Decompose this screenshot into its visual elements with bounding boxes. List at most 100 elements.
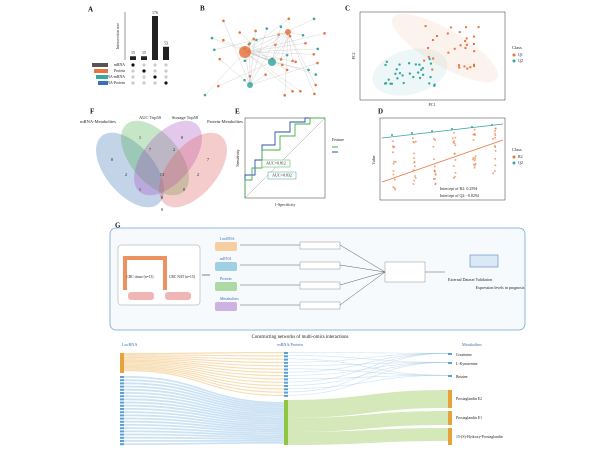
node (312, 17, 316, 21)
label: B (200, 5, 205, 13)
label: 176 (152, 10, 158, 15)
point (464, 40, 467, 43)
point (412, 137, 414, 139)
sankey-node (284, 365, 288, 368)
point (446, 32, 449, 35)
sankey-node (284, 352, 288, 354)
node (314, 73, 318, 76)
point (435, 35, 438, 38)
sankey-node (120, 395, 124, 398)
point (458, 31, 461, 34)
point (432, 57, 435, 60)
flow (124, 382, 284, 408)
point (423, 59, 426, 62)
plot-frame (359, 11, 506, 101)
regression (381, 123, 504, 139)
node (218, 57, 222, 61)
point (391, 134, 393, 136)
step-box (299, 261, 341, 270)
point (473, 50, 476, 53)
point (459, 44, 462, 47)
flow (124, 358, 284, 367)
node (283, 94, 287, 97)
flow (288, 355, 448, 363)
point (433, 178, 435, 180)
node (301, 33, 305, 37)
flow (288, 362, 448, 366)
sankey-node (284, 400, 288, 445)
point (453, 165, 455, 167)
point (434, 170, 436, 173)
label: Storage Top50 (172, 115, 199, 120)
sankey-node (120, 376, 124, 378)
label: Intercept of R2: 0.2594 (440, 186, 477, 191)
point (431, 68, 434, 71)
set-bar (96, 75, 108, 79)
point (472, 35, 475, 38)
flow (288, 353, 448, 373)
label: 13 (160, 172, 165, 177)
point (473, 133, 476, 135)
point (384, 82, 388, 85)
point (465, 43, 468, 46)
point (472, 133, 475, 136)
label: AUC=0.832 (272, 172, 292, 177)
sankey-node (284, 385, 288, 387)
point (392, 170, 395, 172)
point (393, 187, 396, 189)
venn-set (134, 120, 202, 196)
edge (249, 74, 266, 86)
edge (204, 51, 246, 96)
node (288, 34, 292, 38)
flow (124, 363, 284, 380)
edge (244, 31, 289, 61)
flow (124, 430, 284, 437)
flow (124, 366, 284, 387)
label: Class (512, 45, 522, 50)
label: 0 (161, 207, 164, 212)
flow (339, 264, 386, 273)
flow (288, 390, 448, 418)
flow (339, 271, 386, 286)
flow (124, 398, 284, 418)
bar (163, 46, 169, 60)
flow (124, 427, 284, 435)
point (421, 66, 425, 70)
sankey-node (284, 368, 288, 371)
point (398, 71, 402, 75)
point (392, 186, 395, 188)
dot (164, 63, 168, 67)
edge (249, 28, 267, 86)
label: Protein (220, 276, 232, 281)
flow (124, 411, 284, 425)
node (299, 89, 302, 93)
node (285, 68, 289, 72)
sankey-node (448, 375, 452, 377)
sankey-node (120, 424, 124, 426)
label: mRNA-Metabolites (80, 119, 116, 124)
point (433, 137, 435, 140)
point (452, 177, 455, 179)
flow (124, 388, 284, 412)
flow (288, 358, 448, 376)
tissue (128, 292, 154, 300)
label: Q2 (518, 160, 523, 165)
point (472, 42, 475, 45)
bar (141, 56, 147, 60)
node (291, 89, 294, 93)
hub (268, 58, 276, 66)
sankey-node (284, 375, 288, 378)
label: 53 (164, 41, 168, 46)
omics-icon (215, 262, 237, 271)
point (413, 157, 415, 159)
dot (153, 63, 157, 67)
point (414, 63, 418, 66)
venn-set (121, 120, 189, 196)
sankey-node (120, 436, 124, 439)
sankey-node (284, 394, 288, 397)
edge (271, 61, 309, 71)
point (494, 136, 497, 139)
ellipse (391, 13, 499, 83)
sankey-node (120, 392, 124, 394)
node (287, 17, 291, 21)
